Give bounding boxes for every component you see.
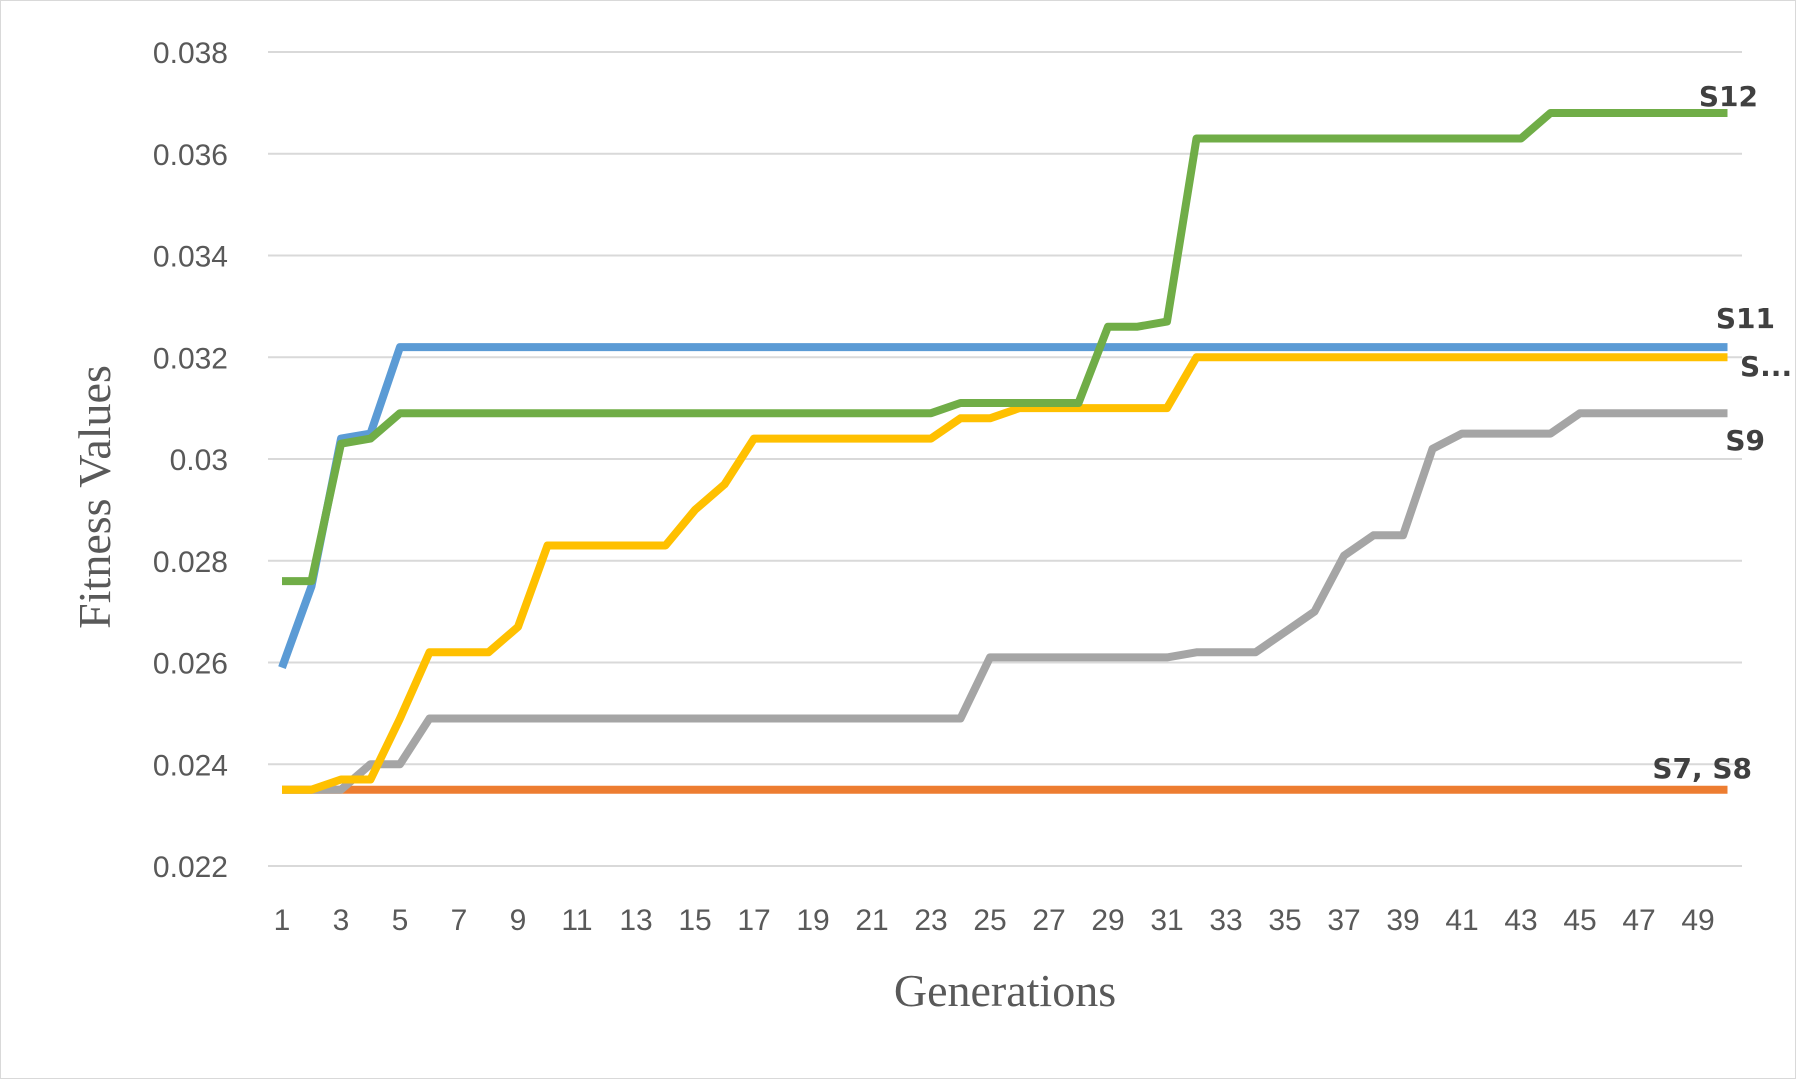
x-tick-label: 33	[1209, 904, 1242, 937]
x-tick-label: 31	[1150, 904, 1183, 937]
x-tick-label: 39	[1386, 904, 1419, 937]
x-tick-label: 19	[796, 904, 829, 937]
series-label: S11	[1716, 302, 1775, 335]
series-lines	[278, 109, 1728, 794]
x-tick-label: 3	[333, 904, 350, 937]
x-tick-label: 41	[1445, 904, 1478, 937]
y-tick-label: 0.032	[153, 342, 228, 375]
series-line	[282, 409, 1728, 794]
x-tick-label: 9	[510, 904, 527, 937]
x-tick-label: 1	[274, 904, 291, 937]
x-tick-label: 7	[451, 904, 468, 937]
x-tick-label: 25	[973, 904, 1006, 937]
series-label: S...	[1740, 350, 1792, 383]
x-tick-label: 13	[619, 904, 652, 937]
series-label: S12	[1699, 80, 1758, 113]
y-tick-label: 0.036	[153, 139, 228, 172]
x-tick-label: 35	[1268, 904, 1301, 937]
y-axis-tick-labels: 0.022 0.024 0.026 0.028 0.03 0.032 0.034 0.036 0…	[153, 37, 228, 884]
x-tick-label: 23	[914, 904, 947, 937]
x-axis-title: Generations	[894, 965, 1116, 1016]
x-axis-tick-labels: 1 3 5 7 9 11 13 15 17 19 21 23 25 27 29 31 33 35 37 39 41 43 4…	[274, 904, 1715, 937]
x-tick-label: 27	[1032, 904, 1065, 937]
x-tick-label: 45	[1563, 904, 1596, 937]
y-tick-label: 0.022	[153, 851, 228, 884]
x-tick-label: 21	[855, 904, 888, 937]
series-line	[282, 353, 1728, 794]
x-tick-label: 17	[737, 904, 770, 937]
x-tick-label: 15	[678, 904, 711, 937]
y-tick-label: 0.03	[170, 444, 228, 477]
y-tick-label: 0.034	[153, 241, 228, 274]
x-tick-label: 49	[1681, 904, 1714, 937]
series-label: S7, S8	[1652, 752, 1752, 785]
series-label: S9	[1725, 424, 1765, 457]
y-axis-title: Fitness Values	[69, 365, 120, 629]
x-tick-label: 29	[1091, 904, 1124, 937]
x-tick-label: 43	[1504, 904, 1537, 937]
x-tick-label: 37	[1327, 904, 1360, 937]
y-tick-label: 0.028	[153, 546, 228, 579]
series-line	[278, 343, 1728, 669]
gridlines	[268, 51, 1742, 867]
y-tick-label: 0.038	[153, 37, 228, 70]
x-tick-label: 47	[1622, 904, 1655, 937]
y-tick-label: 0.024	[153, 749, 228, 782]
x-tick-label: 11	[561, 904, 592, 937]
series-labels: S7, S8 S9 S... S11 S12	[1652, 80, 1792, 785]
series-line	[282, 109, 1728, 586]
x-tick-label: 5	[392, 904, 409, 937]
y-tick-label: 0.026	[153, 648, 228, 681]
